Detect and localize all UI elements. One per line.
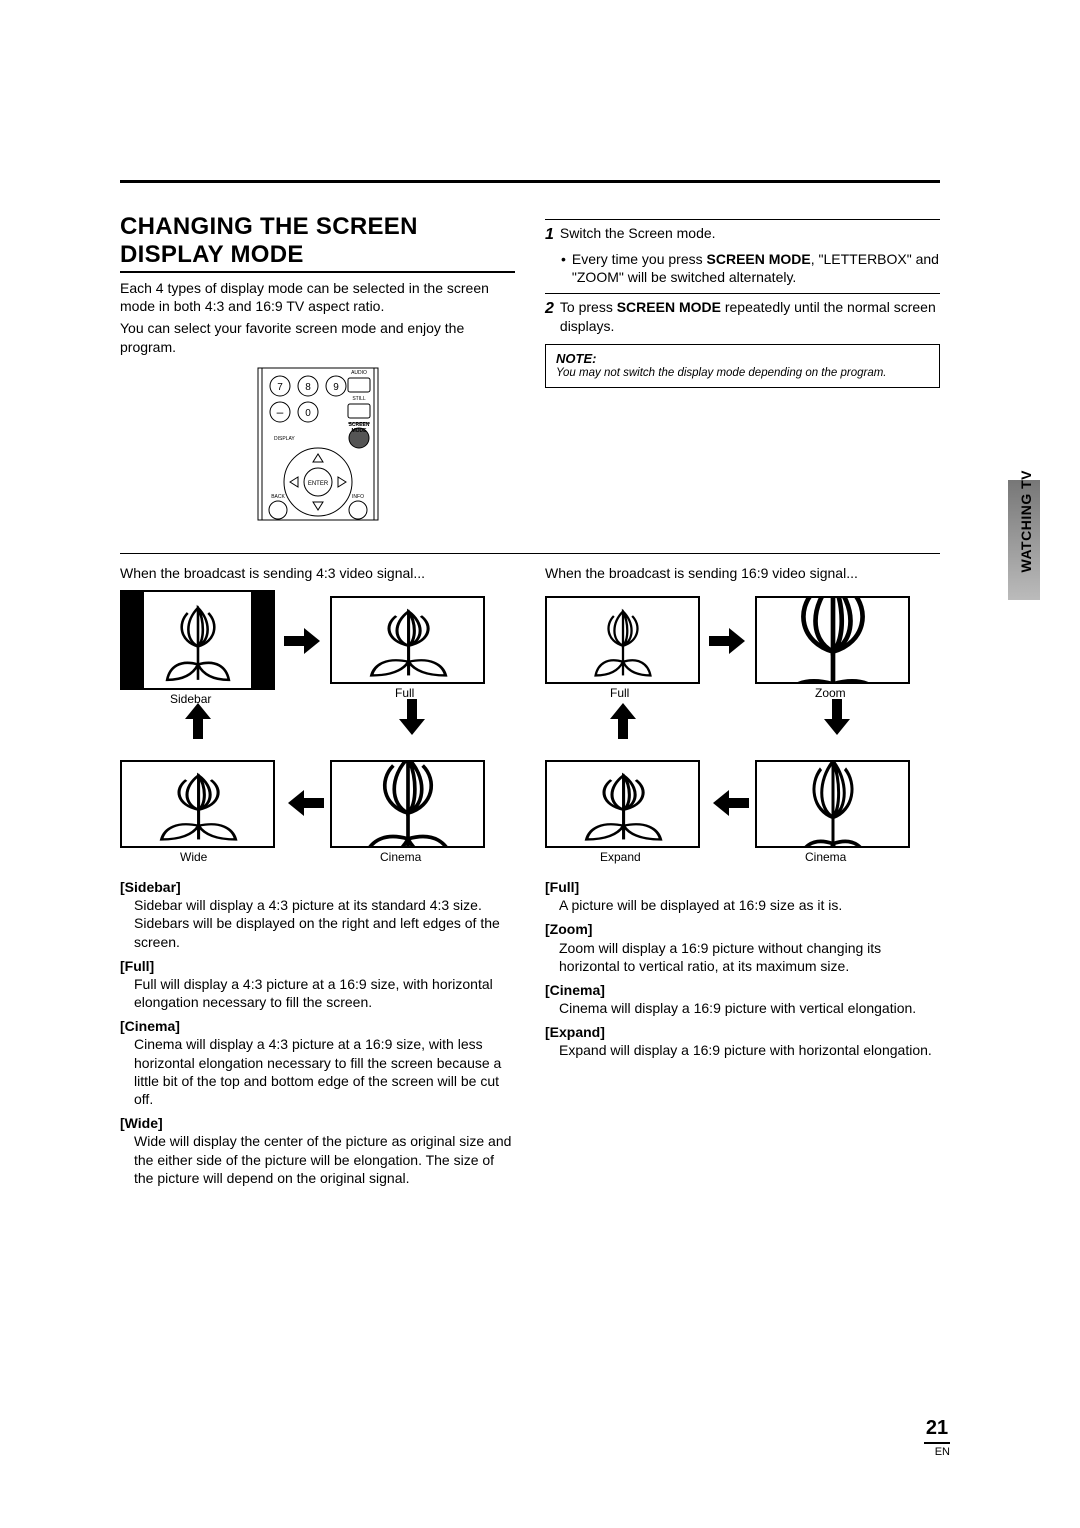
arrow-icon [284,790,324,816]
page-number: 21 EN [924,1417,950,1458]
svg-text:STILL: STILL [352,396,366,402]
label-zoom: Zoom [815,686,846,700]
label-wide: Wide [180,850,207,864]
svg-text:AUDIO: AUDIO [351,370,367,376]
svg-text:MODE: MODE [351,428,367,434]
label-cinema-169: Cinema [805,850,846,864]
svg-text:9: 9 [333,382,339,393]
screen-cinema-43 [330,760,485,848]
screen-wide [120,760,275,848]
screen-full-169 [545,596,700,684]
step-num: 2 [545,298,554,320]
note-body: You may not switch the display mode depe… [556,366,929,380]
note-box: NOTE: You may not switch the display mod… [545,344,940,387]
screen-zoom [755,596,910,684]
screen-cinema-169 [755,760,910,848]
manual-page: CHANGING THE SCREEN DISPLAY MODE Each 4 … [120,180,940,1187]
descriptions-169: [Full] A picture will be displayed at 16… [545,878,940,1060]
arrow-icon [399,699,425,739]
arrow-icon [185,699,211,739]
screen-sidebar [120,590,275,690]
svg-text:0: 0 [305,408,311,419]
signal-lead-43: When the broadcast is sending 4:3 video … [120,564,515,582]
svg-text:ENTER: ENTER [307,481,328,487]
intro-2: You can select your favorite screen mode… [120,319,515,355]
column-4-3: When the broadcast is sending 4:3 video … [120,562,515,1187]
label-full-43: Full [395,686,414,700]
step-1: 1 Switch the Screen mode. [545,224,940,246]
remote-key-7: 7 [277,382,283,393]
svg-text:8: 8 [305,382,311,393]
svg-text:–: – [276,405,283,419]
label-expand: Expand [600,850,641,864]
step-2: 2 To press SCREEN MODE repeatedly until … [545,298,940,336]
svg-text:INFO: INFO [352,494,364,500]
arrow-icon [610,699,636,739]
svg-text:BACK: BACK [271,494,285,500]
step-1-bullet: • Every time you press SCREEN MODE, "LET… [545,250,940,288]
mode-cycle-43: Sidebar Full Wide Cinema [120,590,500,870]
bullet-icon: • [561,250,566,288]
remote-illustration: 7 8 9 AUDIO – 0 STILL SCREEN MODE DISPLA… [120,364,515,529]
arrow-icon [709,790,749,816]
label-full-169: Full [610,686,629,700]
screen-expand [545,760,700,848]
note-title: NOTE: [556,351,929,366]
page-heading: CHANGING THE SCREEN DISPLAY MODE [120,213,515,273]
screen-full-43 [330,596,485,684]
section-label: WATCHING TV [1018,470,1034,572]
intro-1: Each 4 types of display mode can be sele… [120,279,515,315]
term-body: Sidebar will display a 4:3 picture at it… [120,896,515,951]
descriptions-43: [Sidebar] Sidebar will display a 4:3 pic… [120,878,515,1187]
label-cinema-43: Cinema [380,850,421,864]
term: [Sidebar] [120,878,515,896]
mid-rule [120,553,940,554]
page-lang: EN [924,1446,950,1458]
column-16-9: When the broadcast is sending 16:9 video… [545,562,940,1187]
step-num: 1 [545,224,554,246]
top-rule [120,180,940,183]
svg-text:DISPLAY: DISPLAY [274,436,295,442]
arrow-icon [709,628,749,654]
page-number-value: 21 [924,1417,950,1444]
step-text: Switch the Screen mode. [560,224,716,243]
arrow-icon [824,699,850,739]
arrow-icon [284,628,324,654]
signal-lead-169: When the broadcast is sending 16:9 video… [545,564,940,582]
mode-cycle-169: Full Zoom Expand Cinema [545,590,925,870]
